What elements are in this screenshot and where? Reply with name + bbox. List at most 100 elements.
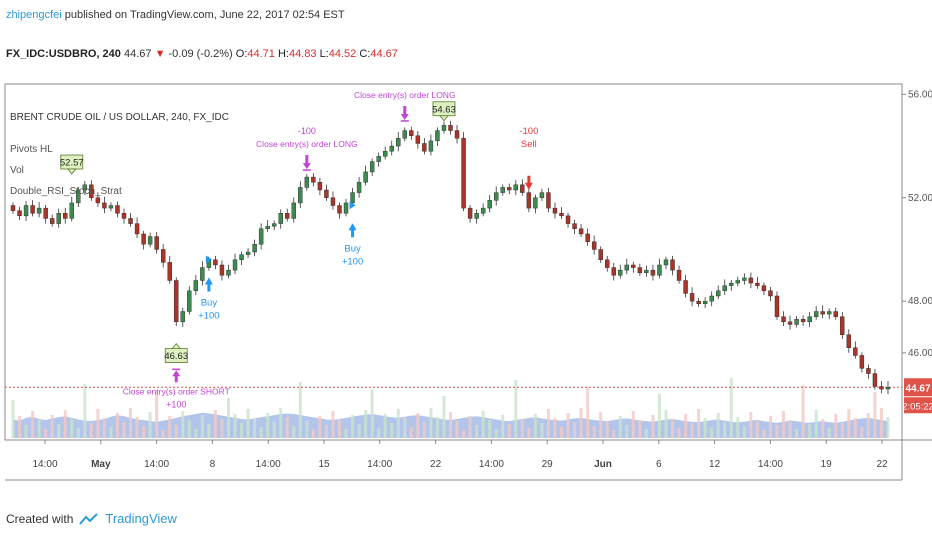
volume-bar xyxy=(631,411,635,438)
candle-body xyxy=(409,130,414,136)
candle-body xyxy=(872,373,878,387)
volume-bar xyxy=(729,378,733,438)
volume-bar xyxy=(605,421,609,438)
buy-qty: +100 xyxy=(198,311,219,322)
volume-bar xyxy=(266,413,270,438)
candle-body xyxy=(245,251,251,255)
candle-body xyxy=(474,213,479,219)
tradingview-logo-icon xyxy=(79,512,99,525)
volume-bar xyxy=(220,419,224,438)
volume-bar xyxy=(63,410,67,438)
pivot-pointer-icon xyxy=(439,115,449,122)
footer: Created with TradingView xyxy=(6,511,177,526)
candle-body xyxy=(343,202,349,214)
volume-bar xyxy=(50,415,54,438)
volume-bar xyxy=(527,428,531,438)
candle-body xyxy=(513,184,518,191)
volume-bar xyxy=(226,398,230,438)
volume-bar xyxy=(866,413,870,438)
symbol-label: FX_IDC:USDBRO, 240 xyxy=(6,48,121,60)
x-tick-label: 14:00 xyxy=(144,459,169,470)
volume-bar xyxy=(462,430,466,438)
buy-arrow-icon xyxy=(348,223,357,238)
candle-body xyxy=(160,249,166,263)
volume-bar xyxy=(161,430,165,438)
candle-body xyxy=(467,207,473,219)
volume-bar xyxy=(533,414,537,438)
candle-body xyxy=(213,259,218,266)
candle-body xyxy=(840,316,845,335)
candle-body xyxy=(696,300,701,304)
candle-body xyxy=(95,197,101,204)
candle-body xyxy=(17,210,22,217)
volume-bar xyxy=(422,422,426,438)
candle-body xyxy=(285,213,290,219)
candle-body xyxy=(89,184,94,198)
volume-bar xyxy=(742,426,746,438)
x-tick-label: 19 xyxy=(821,459,833,470)
candle-body xyxy=(402,130,407,139)
candle-body xyxy=(859,355,865,369)
open-value: 44.71 xyxy=(247,48,275,60)
long-flag-icon xyxy=(205,255,212,264)
volume-bar xyxy=(736,417,740,438)
tradingview-brand[interactable]: TradingView xyxy=(105,511,177,526)
candle-body xyxy=(187,290,192,312)
volume-bar xyxy=(351,415,355,438)
volume-bar xyxy=(716,413,720,438)
candle-body xyxy=(533,197,538,209)
candle-body xyxy=(578,228,584,235)
candle-body xyxy=(454,130,460,139)
volume-bar xyxy=(357,424,361,438)
candle-body xyxy=(866,368,871,374)
volume-bar xyxy=(579,408,583,438)
candle-body xyxy=(56,213,61,224)
author-link[interactable]: zhipengcfei xyxy=(6,9,62,21)
candle-body xyxy=(722,285,727,292)
candle-body xyxy=(298,187,303,204)
candle-body xyxy=(813,311,819,317)
volume-bar xyxy=(122,422,126,438)
down-arrow-icon: ▼ xyxy=(154,48,166,60)
legend-item: Double_RSI_Stoch_Strat xyxy=(10,186,122,197)
pivot-pointer-icon xyxy=(66,168,77,175)
volume-bar xyxy=(618,416,622,438)
candle-body xyxy=(702,300,708,304)
volume-bar xyxy=(657,394,661,438)
volume-bar xyxy=(96,409,100,438)
volume-bar xyxy=(560,427,564,438)
candle-body xyxy=(735,280,741,284)
x-tick-label: 14:00 xyxy=(367,459,392,470)
legend-item: Pivots HL xyxy=(10,144,53,155)
candle-body xyxy=(350,192,355,204)
last-price-badge xyxy=(904,378,932,397)
volume-bar xyxy=(821,419,825,438)
candle-body xyxy=(565,215,571,224)
candle-body xyxy=(337,205,342,214)
volume-bar xyxy=(879,408,883,438)
candle-body xyxy=(441,125,447,131)
candle-body xyxy=(853,347,858,356)
candle-body xyxy=(193,280,199,292)
volume-bar xyxy=(638,420,642,438)
volume-bar xyxy=(57,424,61,438)
candle-body xyxy=(539,192,545,198)
close-order-qty: +100 xyxy=(166,399,186,409)
candle-body xyxy=(389,145,394,152)
candle-body xyxy=(317,182,323,191)
publish-info: zhipengcfei published on TradingView.com… xyxy=(6,9,345,21)
volume-bar xyxy=(142,426,146,438)
close-order-qty: -100 xyxy=(298,126,316,136)
pivot-label: 52.57 xyxy=(60,158,84,169)
candle-body xyxy=(637,267,643,273)
volume-bar xyxy=(324,425,328,438)
candle-body xyxy=(611,267,616,276)
volume-bar xyxy=(70,419,74,438)
volume-bar xyxy=(44,429,48,438)
candle-body xyxy=(761,285,767,292)
volume-bar xyxy=(749,412,753,438)
volume-bar xyxy=(684,414,688,438)
close-value: 44.67 xyxy=(370,48,398,60)
countdown-badge xyxy=(904,397,932,414)
